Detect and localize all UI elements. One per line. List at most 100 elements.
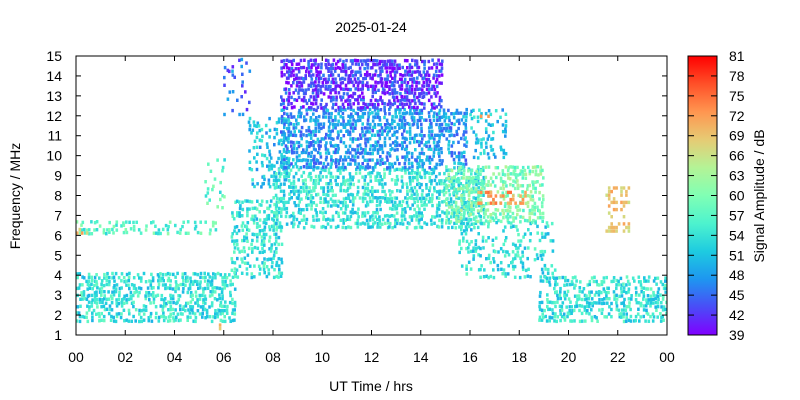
- heatmap-cell: [393, 76, 397, 81]
- heatmap-cell: [302, 165, 306, 169]
- heatmap-cell: [627, 225, 631, 230]
- heatmap-cell: [273, 214, 276, 218]
- heatmap-cell: [349, 94, 353, 98]
- heatmap-cell: [262, 239, 266, 244]
- heatmap-cell: [418, 108, 422, 113]
- heatmap-cell: [185, 301, 188, 306]
- heatmap-cell: [413, 94, 416, 98]
- heatmap-cell: [390, 126, 394, 130]
- heatmap-cell: [281, 133, 284, 137]
- heatmap-cell: [344, 226, 348, 230]
- heatmap-cell: [329, 66, 332, 71]
- heatmap-cell: [221, 194, 224, 198]
- heatmap-cell: [494, 208, 498, 212]
- heatmap-cell: [474, 175, 478, 180]
- heatmap-cell: [464, 200, 467, 205]
- heatmap-cell: [503, 180, 507, 184]
- heatmap-cell: [354, 80, 358, 84]
- heatmap-cell: [491, 148, 495, 152]
- heatmap-cell: [474, 187, 478, 191]
- heatmap-cell: [282, 193, 286, 197]
- heatmap-cell: [250, 217, 253, 221]
- heatmap-cell: [561, 301, 565, 305]
- heatmap-cell: [536, 216, 540, 220]
- heatmap-cell: [305, 196, 308, 200]
- heatmap-cell: [447, 176, 450, 181]
- heatmap-cell: [638, 293, 641, 297]
- heatmap-cell: [310, 189, 313, 193]
- heatmap-cell: [369, 175, 372, 179]
- heatmap-cell: [356, 155, 360, 159]
- heatmap-cell: [581, 319, 584, 323]
- heatmap-cell: [299, 134, 303, 138]
- heatmap-cell: [339, 114, 342, 119]
- heatmap-cell: [512, 219, 515, 223]
- heatmap-cell: [466, 222, 470, 226]
- heatmap-cell: [298, 221, 301, 225]
- heatmap-cell: [533, 205, 537, 209]
- heatmap-cell: [475, 179, 478, 184]
- heatmap-cell: [656, 304, 660, 309]
- heatmap-cell: [364, 144, 368, 148]
- heatmap-cell: [285, 150, 288, 154]
- heatmap-cell: [322, 215, 326, 219]
- heatmap-cell: [343, 155, 347, 159]
- heatmap-cell: [358, 80, 362, 84]
- heatmap-cell: [410, 151, 414, 156]
- heatmap-cell: [332, 144, 336, 148]
- heatmap-cell: [320, 62, 323, 66]
- heatmap-cell: [371, 166, 375, 170]
- heatmap-cell: [288, 214, 292, 219]
- heatmap-cell: [317, 166, 320, 170]
- heatmap-cell: [617, 308, 621, 312]
- heatmap-cell: [258, 203, 261, 207]
- heatmap-cell: [339, 155, 342, 159]
- heatmap-cell: [356, 190, 360, 194]
- heatmap-cell: [608, 305, 611, 309]
- heatmap-cell: [302, 65, 306, 70]
- heatmap-cell: [422, 91, 426, 95]
- heatmap-cell: [87, 279, 91, 284]
- heatmap-cell: [534, 180, 537, 184]
- heatmap-cell: [539, 253, 543, 258]
- heatmap-cell: [433, 147, 437, 151]
- heatmap-cell: [628, 282, 631, 286]
- heatmap-cell: [388, 200, 391, 204]
- heatmap-cell: [294, 67, 298, 71]
- heatmap-cell: [378, 133, 381, 137]
- heatmap-cell: [417, 211, 421, 215]
- heatmap-cell: [283, 87, 286, 92]
- heatmap-cell: [258, 145, 262, 149]
- heatmap-cell: [348, 172, 352, 176]
- heatmap-cell: [321, 165, 325, 169]
- heatmap-cell: [199, 271, 203, 276]
- heatmap-cell: [241, 207, 245, 212]
- heatmap-cell: [492, 260, 496, 264]
- heatmap-cell: [304, 118, 308, 122]
- heatmap-cell: [288, 66, 291, 71]
- heatmap-cell: [646, 301, 650, 305]
- heatmap-cell: [378, 203, 382, 207]
- heatmap-cell: [384, 199, 387, 203]
- heatmap-cell: [410, 218, 414, 222]
- heatmap-cell: [445, 214, 449, 218]
- heatmap-cell: [256, 221, 259, 226]
- heatmap-cell: [412, 122, 416, 126]
- heatmap-cell: [282, 189, 286, 193]
- heatmap-cell: [539, 165, 543, 169]
- heatmap-cell: [560, 314, 564, 319]
- heatmap-cell: [240, 271, 244, 275]
- heatmap-cell: [305, 203, 308, 208]
- heatmap-cell: [560, 305, 564, 309]
- heatmap-cell: [154, 305, 158, 309]
- heatmap-cell: [251, 128, 255, 132]
- heatmap-cell: [294, 133, 298, 138]
- heatmap-cell: [423, 118, 426, 122]
- heatmap-cell: [273, 135, 276, 140]
- heatmap-cell: [315, 166, 319, 170]
- heatmap-cell: [233, 318, 236, 322]
- heatmap-cell: [151, 279, 155, 283]
- heatmap-cell: [336, 123, 340, 127]
- heatmap-cell: [295, 165, 299, 169]
